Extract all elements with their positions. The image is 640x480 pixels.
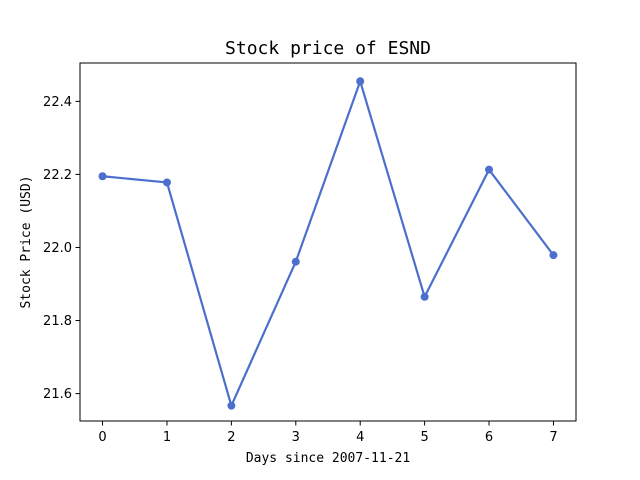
series-line xyxy=(102,80,555,407)
data-point xyxy=(162,178,171,187)
x-tick-label: 3 xyxy=(292,430,300,445)
data-point xyxy=(549,251,558,260)
plot-area: 0 1 2 3 4 5 6 7 21.6 21.8 22.0 22.2 22.4 xyxy=(43,62,577,445)
x-axis-label: Days since 2007-11-21 xyxy=(246,451,410,466)
y-tick-label: 21.6 xyxy=(43,387,72,402)
axes-frame xyxy=(79,62,577,422)
x-tick-label: 5 xyxy=(420,430,428,445)
x-tick-label: 0 xyxy=(98,430,106,445)
data-point xyxy=(291,257,300,266)
y-tick-label: 22.0 xyxy=(43,241,72,256)
data-point xyxy=(356,77,365,86)
y-tick-label: 22.4 xyxy=(43,95,72,110)
x-tick-label: 1 xyxy=(163,430,171,445)
data-point xyxy=(485,165,494,174)
y-tick-label: 21.8 xyxy=(43,314,72,329)
data-point xyxy=(227,401,236,410)
chart-title: Stock price of ESND xyxy=(225,38,431,59)
y-tick-label: 22.2 xyxy=(43,168,72,183)
data-point xyxy=(98,172,107,181)
y-axis-label: Stock Price (USD) xyxy=(19,175,34,308)
data-point xyxy=(420,292,429,301)
x-tick-label: 4 xyxy=(356,430,364,445)
x-tick-label: 6 xyxy=(485,430,493,445)
x-tick-label: 7 xyxy=(549,430,557,445)
x-tick-label: 2 xyxy=(227,430,235,445)
